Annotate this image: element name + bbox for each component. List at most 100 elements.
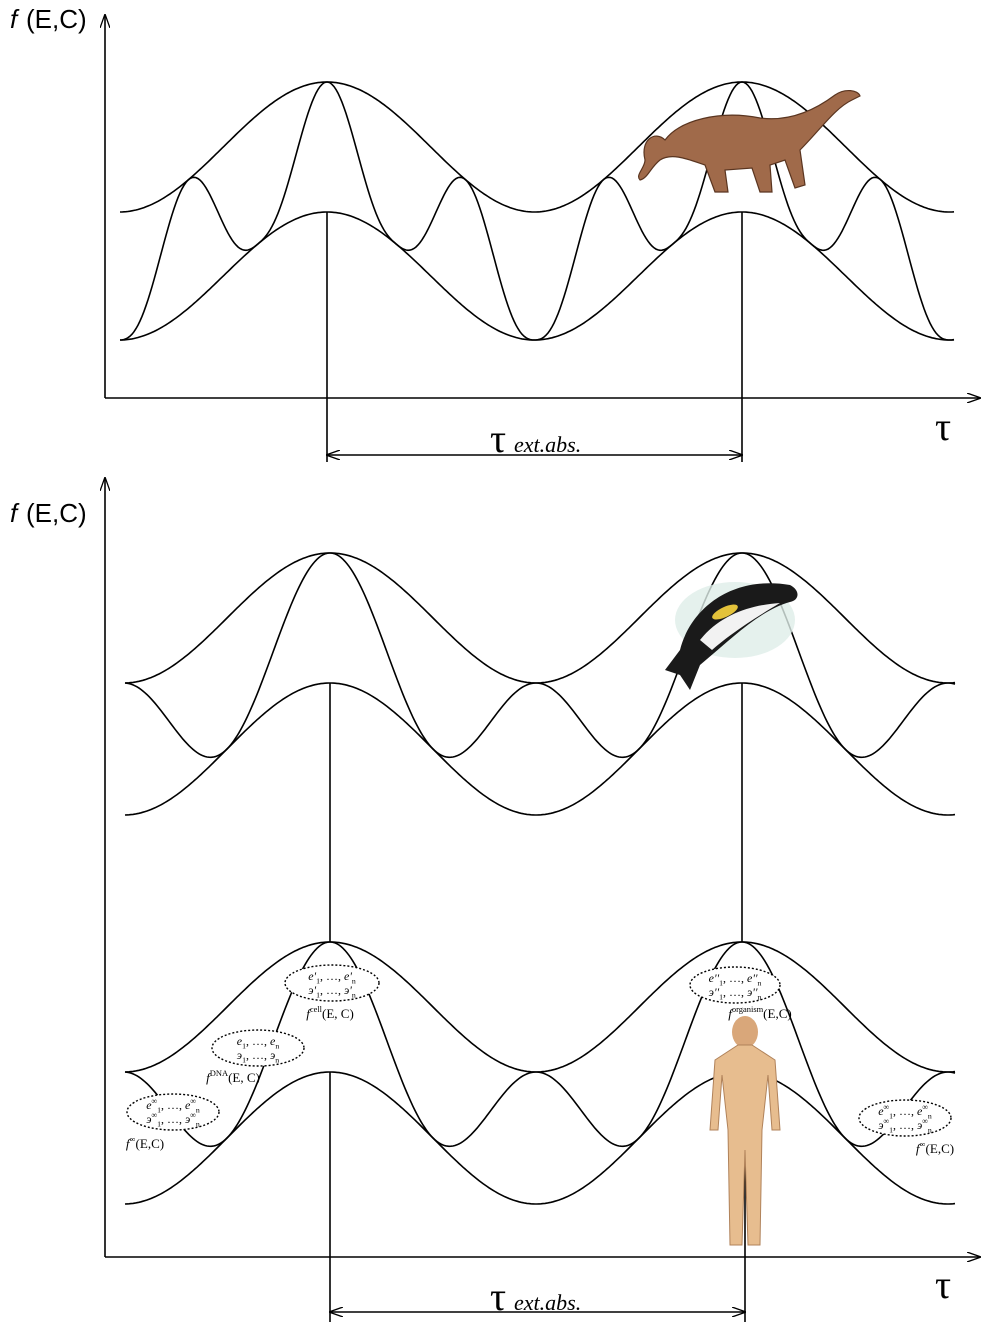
annotation-row-part: э — [185, 1112, 190, 1126]
annotation-row-part: e' — [308, 969, 316, 983]
annotation-function-part: (E, C) — [228, 1070, 260, 1085]
annotation-row: e'1, …, e'n — [308, 969, 356, 986]
annotation-row-part: e — [146, 1098, 152, 1112]
annotation-row: e1, …, en — [237, 1034, 280, 1051]
annotation-function: f∞(E,C) — [126, 1134, 164, 1151]
annotation-row-part: э — [917, 1118, 922, 1132]
annotation-row-part: n — [757, 993, 761, 1002]
annotation-function-part: f — [728, 1006, 734, 1021]
curve — [124, 941, 956, 1148]
annotation-function-part: (E,C) — [136, 1136, 165, 1151]
annotation-function: forganism(E,C) — [728, 1004, 791, 1021]
annotation-function-part: (E, C) — [322, 1006, 354, 1021]
y-axis-label: (E,C) — [26, 4, 87, 34]
annotation-row-part: , …, — [246, 1034, 270, 1048]
annotation-ellipse — [211, 1029, 305, 1067]
annotation-row-part: n — [928, 1126, 932, 1135]
annotation-row-part: e — [185, 1098, 191, 1112]
annotation-row-part: э'' — [709, 985, 720, 999]
period-label-part: ext.abs. — [514, 432, 581, 457]
annotation-row-part: ∞ — [922, 1117, 928, 1126]
annotation-row-part: e — [270, 1034, 276, 1048]
annotation-row: e∞1, …, e∞n — [878, 1103, 932, 1121]
y-axis-label: f — [10, 498, 20, 528]
annotation-row: э'1, …, э'n — [308, 983, 356, 1000]
annotation-function: fcell(E, C) — [306, 1004, 354, 1021]
annotation-row-part: 1 — [719, 979, 723, 988]
y-axis-label-part: (E,C) — [26, 4, 87, 34]
annotation-row-part: э' — [308, 983, 316, 997]
annotation-row-part: e — [237, 1034, 243, 1048]
y-axis-label: f — [10, 4, 20, 34]
annotation-row: э∞1, …, э∞n — [878, 1117, 932, 1135]
curve — [120, 211, 955, 341]
annotation-row-part: e'' — [747, 971, 758, 985]
annotation-function-part: organism — [732, 1004, 764, 1014]
annotation-row-part: , …, — [723, 985, 747, 999]
annotation-row-part: ∞ — [152, 1111, 158, 1120]
annotation-function: fDNA(E, C) — [206, 1068, 260, 1085]
annotation-row-part: э — [237, 1048, 242, 1062]
annotation-function-part: (E,C) — [926, 1141, 955, 1156]
annotation-row-part: , …, — [246, 1048, 270, 1062]
period-label-part: τ — [490, 416, 506, 461]
annotation-function-part: f — [916, 1141, 922, 1156]
annotation-row-part: n — [352, 991, 356, 1000]
y-axis-label-part: f — [10, 4, 20, 34]
labels: f (E,C)ττ ext.abs.f (E,C)ττ ext.abs.e'1, …, … — [10, 4, 954, 1319]
annotation-row-part: e — [917, 1104, 923, 1118]
annotation-row-part: , …, — [320, 983, 344, 997]
period-label: τ — [490, 416, 506, 461]
annotation-row-part: 1 — [157, 1106, 161, 1115]
annotation-function-part: (E,C) — [763, 1006, 792, 1021]
annotation-row-part: e'' — [709, 971, 720, 985]
annotation-function-part: f — [126, 1136, 132, 1151]
annotation-row: э1, …, эn — [237, 1048, 280, 1065]
annotation-ellipse — [284, 964, 380, 1002]
annotation-row-part: э — [270, 1048, 275, 1062]
annotation-ellipse — [689, 966, 781, 1004]
annotation-row-part: ∞ — [190, 1111, 196, 1120]
y-axis-label-part: f — [10, 498, 20, 528]
annotation-row-part: э — [878, 1118, 883, 1132]
annotation-row-part: n — [275, 1056, 279, 1065]
annotation-row-part: n — [196, 1106, 200, 1115]
annotation-function: f∞(E,C) — [916, 1139, 954, 1156]
annotation-row-part: , …, — [893, 1118, 917, 1132]
annotation-row: e∞1, …, e∞n — [146, 1097, 200, 1115]
annotation-function-part: DNA — [210, 1068, 229, 1078]
annotation-row-part: 1 — [242, 1042, 246, 1051]
x-axis-label: τ — [935, 404, 951, 449]
annotation-row: э''1, …, э''n — [709, 985, 762, 1002]
annotation-row-part: ∞ — [884, 1103, 890, 1112]
annotation-row-part: n — [275, 1042, 279, 1051]
annotation-row-part: 1 — [889, 1126, 893, 1135]
human-illustration — [709, 1016, 781, 1246]
annotation-row-part: n — [928, 1112, 932, 1121]
annotation-row-part: e' — [344, 969, 352, 983]
annotation-row: э∞1, …, э∞n — [146, 1111, 200, 1129]
annotation-row-part: n — [757, 979, 761, 988]
period-label: τ — [490, 1274, 506, 1319]
annotation-row-part: , …, — [723, 971, 747, 985]
annotation-row-part: , …, — [161, 1112, 185, 1126]
annotation-row-part: ∞ — [190, 1097, 196, 1106]
period-label-part: τ — [490, 1274, 506, 1319]
annotation-function-part: f — [306, 1006, 312, 1021]
annotation-row-part: ∞ — [922, 1103, 928, 1112]
dinosaur-illustration — [638, 90, 861, 193]
x-axis-label: τ — [935, 1262, 951, 1307]
annotation-row-part: n — [196, 1120, 200, 1129]
annotation-function-part: ∞ — [130, 1134, 136, 1144]
period-label-part: ext.abs. — [514, 1290, 581, 1315]
annotation-ellipse — [126, 1093, 220, 1131]
annotation-row-part: , …, — [893, 1104, 917, 1118]
annotation-row-part: , …, — [161, 1098, 185, 1112]
annotation-row-part: 1 — [316, 977, 320, 986]
period-label: ext.abs. — [514, 1290, 581, 1315]
annotation-row-part: 1 — [316, 991, 320, 1000]
annotation-function-part: cell — [310, 1004, 323, 1014]
y-axis-label-part: (E,C) — [26, 498, 87, 528]
curve — [124, 1071, 956, 1205]
